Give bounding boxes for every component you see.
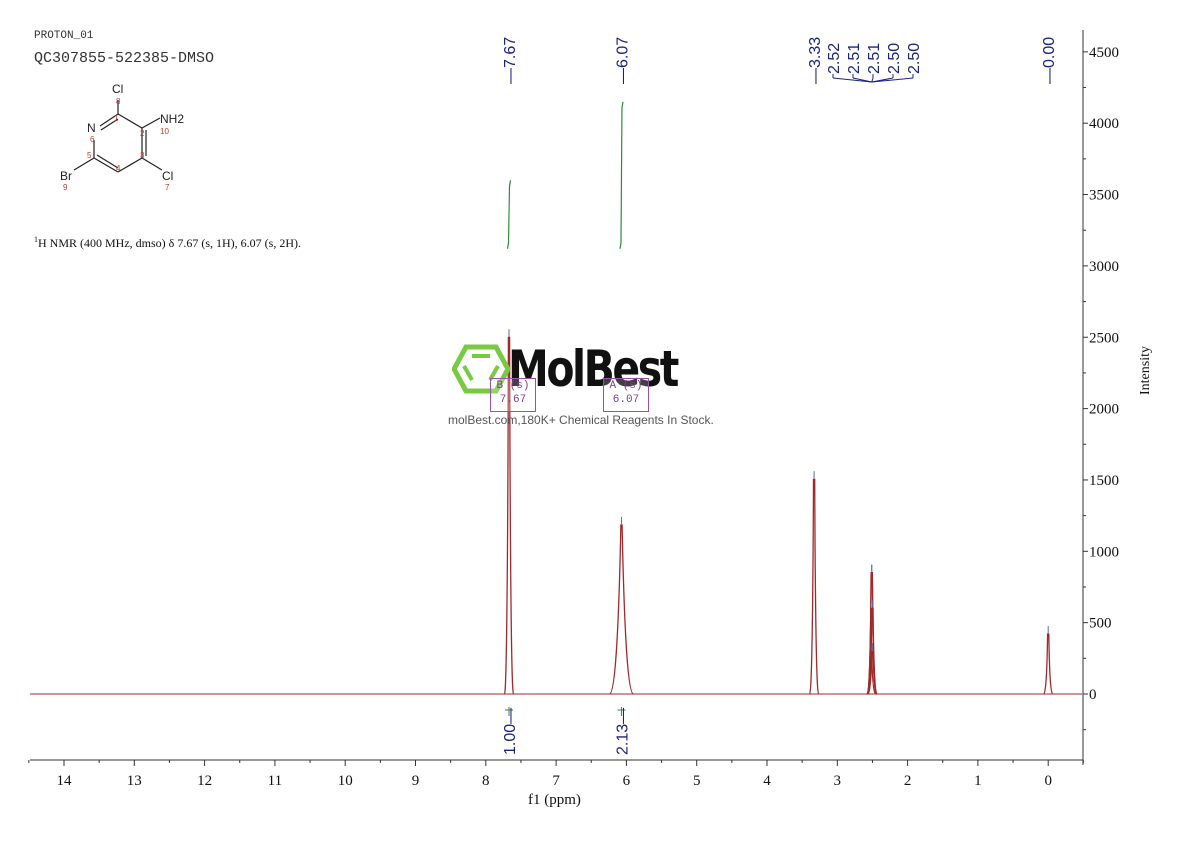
x-tick-label: 14 <box>57 773 73 789</box>
peak-label-leader <box>871 77 914 83</box>
peak-label: 2.50 <box>886 43 903 74</box>
svg-text:5: 5 <box>87 151 92 160</box>
peak-label: —7.67 <box>502 37 519 84</box>
watermark-brand: MolBest <box>508 340 679 398</box>
peak-label: —6.07 <box>614 37 631 84</box>
peak-box-a: A (s) 6.07 <box>603 378 649 412</box>
x-tick-label: 11 <box>268 773 282 789</box>
integral-curve <box>619 101 624 249</box>
integral-value: 2.13— <box>614 708 631 755</box>
peak-label: 2.51 <box>846 43 863 74</box>
peak-label: 2.52 <box>826 43 843 74</box>
svg-text:3: 3 <box>140 151 145 160</box>
y-tick-label: 2000 <box>1089 402 1119 418</box>
x-tick-label: 6 <box>623 773 631 789</box>
x-tick-label: 3 <box>834 773 842 789</box>
nmr-summary: 1H NMR (400 MHz, dmso) δ 7.67 (s, 1H), 6… <box>34 235 301 250</box>
peak-box-b: B (s) 7.67 <box>490 378 536 412</box>
experiment-name: PROTON_01 <box>34 30 94 42</box>
spectrum-peak <box>608 524 635 695</box>
y-tick-label: 3000 <box>1089 259 1119 275</box>
peak-label: 2.51 <box>866 43 883 74</box>
x-tick-label: 5 <box>693 773 701 789</box>
x-tick-label: 8 <box>482 773 490 789</box>
x-axis-label: f1 (ppm) <box>528 792 581 808</box>
peak-label: —0.00 <box>1041 37 1058 84</box>
peak-label-leader <box>871 77 874 83</box>
molecule-structure: Cl 8 NH2 10 N 6 Br 9 Cl 7 1 2 3 4 5 <box>60 82 184 192</box>
peak-label: —3.33 <box>807 37 824 84</box>
spectrum-peak <box>808 478 820 695</box>
spectrum-peak <box>867 650 878 695</box>
x-tick-label: 9 <box>412 773 420 789</box>
integral-value: 1.00— <box>502 708 519 755</box>
x-tick-label: 1 <box>974 773 982 789</box>
y-tick-label: 500 <box>1089 616 1112 632</box>
y-axis-label: Intensity <box>1138 346 1153 395</box>
spectrum-peak <box>503 336 515 695</box>
peak-label-leader <box>832 77 872 83</box>
x-tick-label: 13 <box>127 773 142 789</box>
y-tick-label: 3500 <box>1089 188 1119 204</box>
y-tick-label: 1500 <box>1089 473 1119 489</box>
svg-text:10: 10 <box>160 127 169 136</box>
svg-text:8: 8 <box>116 97 121 106</box>
svg-text:9: 9 <box>63 183 68 192</box>
sample-name: QC307855-522385-DMSO <box>34 50 215 67</box>
atom-br: Br <box>60 169 72 183</box>
y-tick-label: 2500 <box>1089 330 1119 346</box>
y-tick-label: 0 <box>1089 687 1097 703</box>
x-tick-label: 7 <box>552 773 560 789</box>
atom-nh2: NH2 <box>160 112 184 126</box>
y-tick-label: 4000 <box>1089 116 1119 132</box>
svg-text:2: 2 <box>140 129 145 138</box>
watermark-tagline: molBest.com,180K+ Chemical Reagents In S… <box>448 413 714 427</box>
y-tick-label: 1000 <box>1089 544 1119 560</box>
spectrum-peak <box>1043 633 1054 695</box>
atom-n: N <box>87 121 96 135</box>
svg-text:1: 1 <box>114 114 119 123</box>
svg-text:6: 6 <box>90 135 95 144</box>
molbest-logo-icon <box>452 344 510 394</box>
x-tick-label: 4 <box>763 773 771 789</box>
x-tick-label: 12 <box>197 773 212 789</box>
y-tick-label: 4500 <box>1089 45 1119 61</box>
atom-cl-7: Cl <box>162 169 173 183</box>
x-tick-label: 10 <box>338 773 353 789</box>
peak-label: 2.50 <box>906 43 923 74</box>
svg-text:7: 7 <box>165 183 170 192</box>
svg-text:4: 4 <box>116 164 121 173</box>
x-tick-label: 0 <box>1044 773 1052 789</box>
integral-curve <box>506 180 512 249</box>
spectrum-peak <box>867 607 878 695</box>
atom-cl-8: Cl <box>112 82 123 96</box>
x-tick-label: 2 <box>904 773 912 789</box>
peak-label-leader <box>852 77 872 83</box>
